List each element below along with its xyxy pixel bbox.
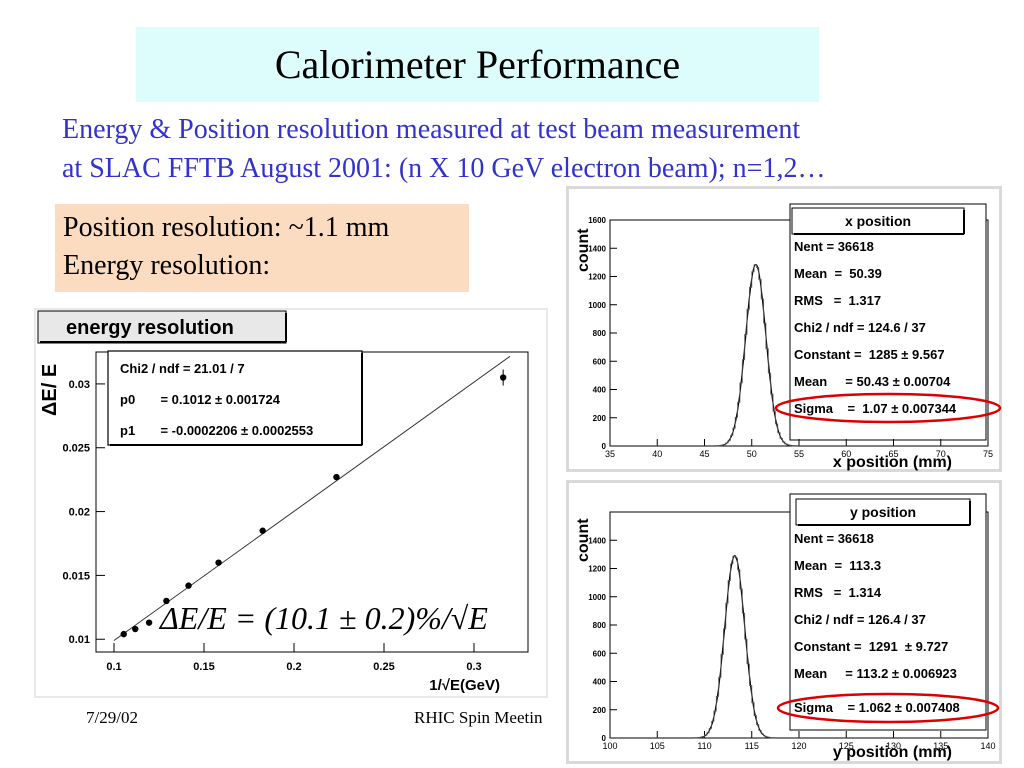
energy-data-point-1 bbox=[132, 625, 139, 633]
x-y-tick-label-3: 600 bbox=[593, 357, 607, 366]
y-x-tick-label-1: 105 bbox=[650, 741, 665, 751]
y-y-tick-label-2: 400 bbox=[593, 678, 607, 687]
x-x-tick-label-0: 35 bbox=[605, 449, 615, 459]
energy-y-tick-label-3: 0.025 bbox=[62, 443, 90, 455]
energy-stat-p0: p0 = 0.1012 ± 0.001724 bbox=[120, 392, 281, 407]
x-x-tick-label-4: 55 bbox=[794, 449, 804, 459]
energy-x-tick-label-4: 0.3 bbox=[466, 661, 481, 673]
x-x-tick-label-3: 50 bbox=[747, 449, 757, 459]
y-chart-title: y position bbox=[850, 504, 916, 520]
x-sigma-highlight bbox=[774, 392, 1002, 424]
x-y-tick-label-2: 400 bbox=[593, 386, 607, 395]
x-y-tick-label-5: 1000 bbox=[588, 301, 606, 310]
x-y-tick-label-8: 1600 bbox=[588, 216, 606, 225]
y-stat-fit-mean: Mean = 113.2 ± 0.006923 bbox=[794, 666, 957, 681]
footer-event: RHIC Spin Meetin bbox=[414, 708, 543, 727]
y-y-tick-label-4: 800 bbox=[593, 621, 607, 630]
subtitle-line-1: Energy & Position resolution measured at… bbox=[62, 114, 801, 145]
y-x-tick-label-0: 100 bbox=[602, 741, 617, 751]
y-x-tick-label-2: 110 bbox=[697, 741, 711, 751]
y-sigma-highlight bbox=[776, 692, 1000, 724]
y-stat-chi2: Chi2 / ndf = 126.4 / 37 bbox=[794, 612, 926, 627]
energy-fit-line bbox=[113, 355, 511, 641]
x-position-chart: count x position (mm) x position Nent = … bbox=[566, 186, 1002, 472]
y-x-tick-label-8: 140 bbox=[980, 741, 995, 751]
x-stat-nent: Nent = 36618 bbox=[794, 239, 874, 254]
y-x-tick-label-4: 120 bbox=[791, 741, 806, 751]
x-stat-rms: RMS = 1.317 bbox=[794, 293, 881, 308]
x-x-tick-label-2: 45 bbox=[699, 449, 709, 459]
x-y-tick-label-7: 1400 bbox=[588, 244, 606, 253]
y-y-tick-label-5: 1000 bbox=[588, 593, 606, 602]
x-y-tick-label-6: 1200 bbox=[588, 273, 606, 282]
title-box: Calorimeter Performance bbox=[136, 27, 819, 102]
energy-chart-ylabel: ΔE/ E bbox=[39, 364, 61, 416]
energy-stat-chi2: Chi2 / ndf = 21.01 / 7 bbox=[120, 361, 245, 376]
slide-title: Calorimeter Performance bbox=[274, 42, 681, 87]
x-y-tick-label-1: 200 bbox=[593, 414, 607, 423]
resolution-box: Position resolution: ~1.1 mm Energy reso… bbox=[55, 204, 469, 292]
energy-x-tick-label-0: 0.1 bbox=[106, 661, 121, 673]
energy-y-tick-label-4: 0.03 bbox=[69, 379, 90, 391]
x-chart-xlabel: x position (mm) bbox=[833, 454, 952, 471]
y-stat-nent: Nent = 36618 bbox=[794, 531, 874, 546]
y-histogram-steps bbox=[610, 555, 988, 739]
y-x-tick-label-6: 130 bbox=[886, 741, 901, 751]
energy-data-point-6 bbox=[259, 527, 266, 534]
x-stat-constant: Constant = 1285 ± 9.567 bbox=[794, 347, 945, 362]
y-x-tick-label-3: 115 bbox=[745, 741, 759, 751]
x-x-tick-label-7: 70 bbox=[936, 449, 946, 459]
energy-y-tick-label-1: 0.015 bbox=[62, 570, 90, 582]
energy-data-point-3 bbox=[163, 597, 170, 605]
resolution-formula: ΔE/E = (10.1 ± 0.2)%/√E bbox=[160, 600, 488, 636]
y-y-tick-label-6: 1200 bbox=[588, 565, 606, 574]
y-x-tick-label-7: 135 bbox=[933, 741, 948, 751]
x-stat-sigma: Sigma = 1.07 ± 0.007344 bbox=[794, 401, 957, 416]
energy-x-tick-label-2: 0.2 bbox=[286, 661, 301, 673]
energy-x-tick-label-1: 0.15 bbox=[193, 661, 214, 673]
y-y-tick-label-3: 600 bbox=[593, 649, 607, 658]
y-stat-constant: Constant = 1291 ± 9.727 bbox=[794, 639, 948, 654]
energy-y-tick-label-0: 0.01 bbox=[69, 634, 90, 646]
x-stat-mean: Mean = 50.39 bbox=[794, 266, 882, 281]
energy-stat-p1: p1 = -0.0002206 ± 0.0002553 bbox=[120, 423, 313, 438]
energy-resolution-chart: energy resolution 1/√E(GeV) ΔE/ E Chi2 /… bbox=[34, 308, 548, 698]
x-y-tick-label-4: 800 bbox=[593, 329, 607, 338]
energy-y-tick-label-2: 0.02 bbox=[69, 507, 90, 519]
y-chart-ylabel: count bbox=[575, 518, 592, 562]
y-y-tick-label-0: 0 bbox=[602, 734, 607, 743]
energy-x-tick-label-3: 0.25 bbox=[373, 661, 394, 673]
y-chart-xlabel: y position (mm) bbox=[833, 744, 952, 761]
x-x-tick-label-1: 40 bbox=[652, 449, 662, 459]
y-stat-mean: Mean = 113.3 bbox=[794, 558, 881, 573]
subtitle-line-2: at SLAC FFTB August 2001: (n X 10 GeV el… bbox=[62, 153, 826, 184]
energy-data-point-5 bbox=[215, 559, 222, 566]
energy-data-point-7 bbox=[333, 473, 340, 481]
footer-date: 7/29/02 bbox=[86, 708, 138, 727]
x-histogram-steps bbox=[610, 264, 988, 447]
y-y-tick-label-7: 1400 bbox=[588, 536, 606, 545]
x-x-tick-label-5: 60 bbox=[841, 449, 851, 459]
y-position-chart: count y position (mm) y position Nent = … bbox=[566, 480, 1002, 764]
y-stat-rms: RMS = 1.314 bbox=[794, 585, 882, 600]
energy-chart-xlabel: 1/√E(GeV) bbox=[429, 677, 500, 694]
x-x-tick-label-6: 65 bbox=[888, 449, 898, 459]
x-x-tick-label-8: 75 bbox=[983, 449, 993, 459]
y-stat-sigma: Sigma = 1.062 ± 0.007408 bbox=[794, 700, 960, 715]
x-chart-title: x position bbox=[845, 213, 911, 229]
energy-data-point-0 bbox=[120, 630, 127, 638]
x-stat-chi2: Chi2 / ndf = 124.6 / 37 bbox=[794, 320, 926, 335]
energy-data-point-2 bbox=[145, 619, 153, 626]
x-chart-ylabel: count bbox=[575, 228, 592, 272]
x-y-tick-label-0: 0 bbox=[602, 442, 607, 451]
energy-chart-title: energy resolution bbox=[66, 317, 234, 339]
y-x-tick-label-5: 125 bbox=[839, 741, 854, 751]
y-y-tick-label-1: 200 bbox=[593, 706, 607, 715]
x-stat-fit-mean: Mean = 50.43 ± 0.00704 bbox=[794, 374, 951, 389]
energy-resolution-text: Energy resolution: bbox=[63, 250, 271, 281]
energy-data-point-4 bbox=[185, 582, 192, 589]
position-resolution-text: Position resolution: ~1.1 mm bbox=[63, 212, 390, 243]
